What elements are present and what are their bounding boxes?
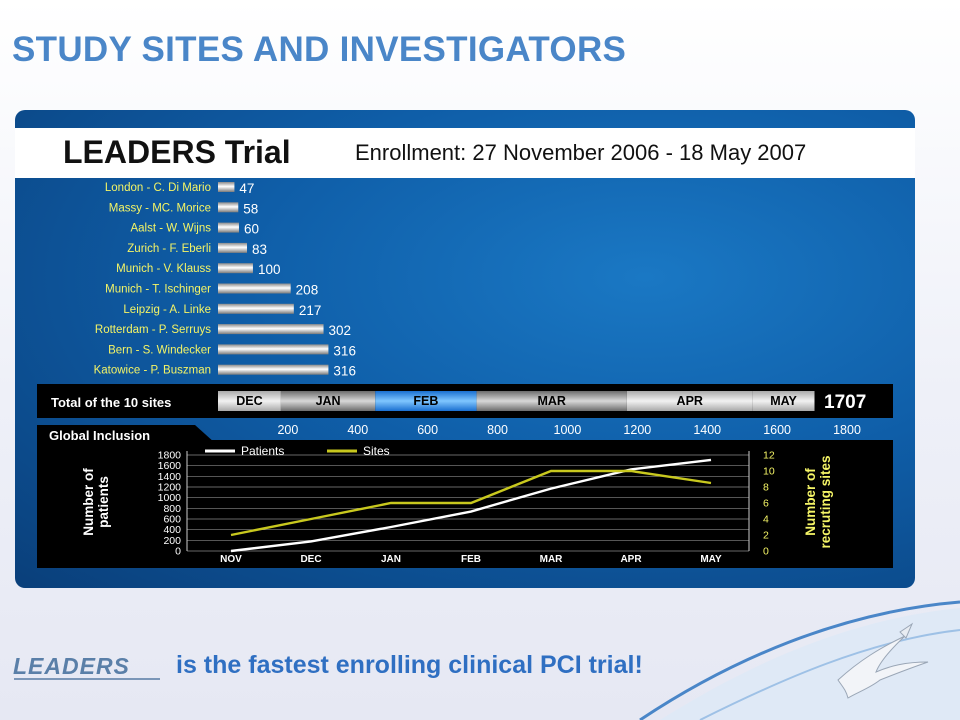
x-category-label: DEC [300,554,321,565]
x-category-label: JAN [381,554,401,565]
month-segment-label: FEB [413,394,438,408]
y-right-tick-label: 12 [763,450,775,462]
month-segment [280,391,376,411]
site-bar [218,242,248,253]
site-value-label: 60 [244,222,259,237]
site-value-label: 316 [333,364,356,379]
site-bar [218,202,239,213]
site-bar [218,182,235,192]
series-line-patients [230,458,712,553]
y-axis-title-line: patients [96,476,111,528]
y-right-tick-label: 4 [763,514,769,526]
x-tick-label: 400 [347,423,368,437]
global-inclusion-label: Global Inclusion [49,428,150,443]
x-tick-label: 1000 [554,423,582,437]
site-label: Zurich - F. Eberli [127,243,211,255]
y-tick-label: 1400 [158,471,182,483]
site-label: Bern - S. Windecker [108,344,211,356]
site-label: Katowice - P. Buszman [94,365,211,377]
total-value: 1707 [824,392,866,413]
site-bar [218,324,324,335]
y-tick-label: 400 [163,524,181,536]
x-tick-label: 1400 [693,423,721,437]
series-line-sites [230,469,712,537]
site-bar [218,263,253,274]
x-category-label: APR [620,554,642,565]
site-value-label: 302 [329,323,352,338]
y-axis-title: Number of patients [81,468,111,536]
x-category-label: MAR [540,554,564,565]
y-axis-title-line: Number of [81,468,96,536]
site-label: Massy - MC. Morice [109,202,211,214]
trial-name: LEADERS Trial [63,134,291,170]
y-tick-label: 1200 [158,482,182,494]
trial-header: LEADERS Trial Enrollment: 27 November 20… [15,128,915,178]
chart-panel: LEADERS Trial Enrollment: 27 November 20… [15,110,915,588]
tagline: is the fastest enrolling clinical PCI tr… [176,651,643,679]
enrollment-period: Enrollment: 27 November 2006 - 18 May 20… [355,140,807,165]
chart-canvas: London - C. Di Mario 47 Massy - MC. Morice… [37,181,893,568]
legend-label: Patients [241,444,284,458]
site-value-label: 58 [243,201,258,216]
month-segment [476,391,627,411]
x-tick-label: 800 [487,423,508,437]
slide-title: STUDY SITES AND INVESTIGATORS [12,30,627,69]
month-segment-label: MAR [537,394,565,408]
y-right-tick-label: 10 [763,466,775,478]
leaders-logo: LEADERS [13,653,130,679]
month-segment [218,391,281,411]
y-tick-label: 1000 [158,492,182,504]
site-value-label: 208 [296,283,319,298]
y-right-tick-label: 0 [763,546,769,558]
month-segment-label: APR [677,394,703,408]
site-label: Rotterdam - P. Serruys [95,324,211,336]
y-tick-label: 1600 [158,460,182,472]
site-value-label: 83 [252,242,267,257]
y-tick-label: 600 [163,514,181,526]
month-segment [752,391,815,411]
seagull-icon [837,622,929,699]
bottom-wave-decoration [639,600,960,720]
month-segment-label: MAY [770,394,797,408]
y-right-tick-label: 8 [763,482,769,494]
x-tick-label: 1600 [763,423,791,437]
y-right-axis-title: Number of recruting sites [803,455,833,548]
site-bar [218,344,329,355]
site-label: Munich - T. Ischinger [105,284,211,296]
site-value-label: 217 [299,303,322,318]
x-tick-label: 1800 [833,423,861,437]
y-tick-label: 200 [163,535,181,547]
y-tick-label: 1800 [158,450,182,462]
site-bar [218,364,329,375]
site-label: Leipzig - A. Linke [123,304,211,316]
x-category-label: FEB [461,554,481,565]
site-bar [218,303,294,314]
x-tick-label: 600 [417,423,438,437]
y-tick-label: 800 [163,503,181,515]
site-value-label: 47 [239,181,254,196]
month-segment-label: DEC [236,394,262,408]
legend-label: Sites [363,444,390,458]
site-label: Aalst - W. Wijns [130,223,211,235]
x-category-label: MAY [700,554,722,565]
y-right-tick-label: 6 [763,498,769,510]
y-right-axis-title-line: Number of [803,468,818,536]
x-tick-label: 1200 [623,423,651,437]
logo-underline [14,678,160,680]
y-tick-label: 0 [175,546,181,558]
y-right-tick-label: 2 [763,530,769,542]
month-segment [375,391,477,411]
site-value-label: 100 [258,262,281,277]
x-tick-label: 200 [277,423,298,437]
month-segment [626,391,753,411]
total-row-label: Total of the 10 sites [51,395,171,410]
site-bar [218,222,239,233]
site-bar [218,283,291,294]
x-category-label: NOV [220,554,242,565]
month-segment-label: JAN [316,394,341,408]
site-label: Munich - V. Klauss [116,263,211,275]
site-value-label: 316 [333,343,356,358]
site-label: London - C. Di Mario [105,182,211,194]
y-right-axis-title-line: recruting sites [818,455,833,548]
